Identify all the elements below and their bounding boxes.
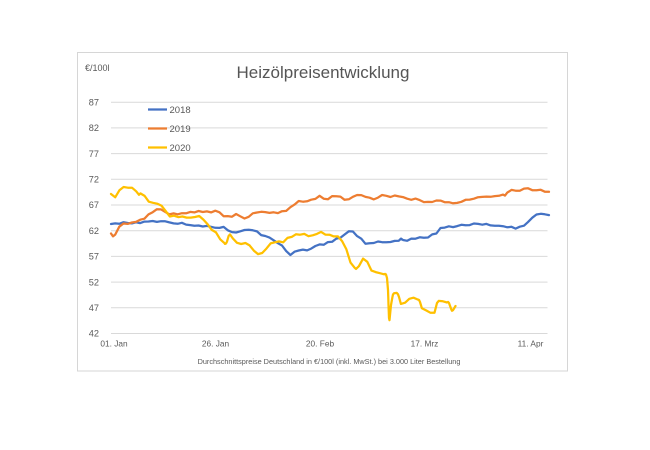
svg-text:€/100l: €/100l [85,63,110,73]
svg-text:20. Feb: 20. Feb [306,339,335,349]
svg-text:2019: 2019 [170,124,191,135]
svg-text:57: 57 [89,252,99,262]
svg-text:2020: 2020 [170,143,191,154]
svg-text:87: 87 [89,97,99,107]
svg-text:11. Apr: 11. Apr [518,339,544,349]
svg-text:52: 52 [89,277,99,287]
svg-text:17. Mrz: 17. Mrz [411,339,439,349]
svg-text:Heizölpreisentwicklung: Heizölpreisentwicklung [237,63,410,82]
svg-text:Durchschnittspreise Deutschlan: Durchschnittspreise Deutschland in €/100… [198,357,461,366]
svg-text:01. Jan: 01. Jan [100,339,128,349]
svg-text:26. Jan: 26. Jan [202,339,230,349]
svg-text:82: 82 [89,123,99,133]
svg-text:62: 62 [89,226,99,236]
svg-text:67: 67 [89,200,99,210]
svg-text:72: 72 [89,175,99,185]
svg-text:47: 47 [89,303,99,313]
svg-text:42: 42 [89,329,99,339]
svg-text:77: 77 [89,149,99,159]
svg-text:2018: 2018 [170,105,191,116]
